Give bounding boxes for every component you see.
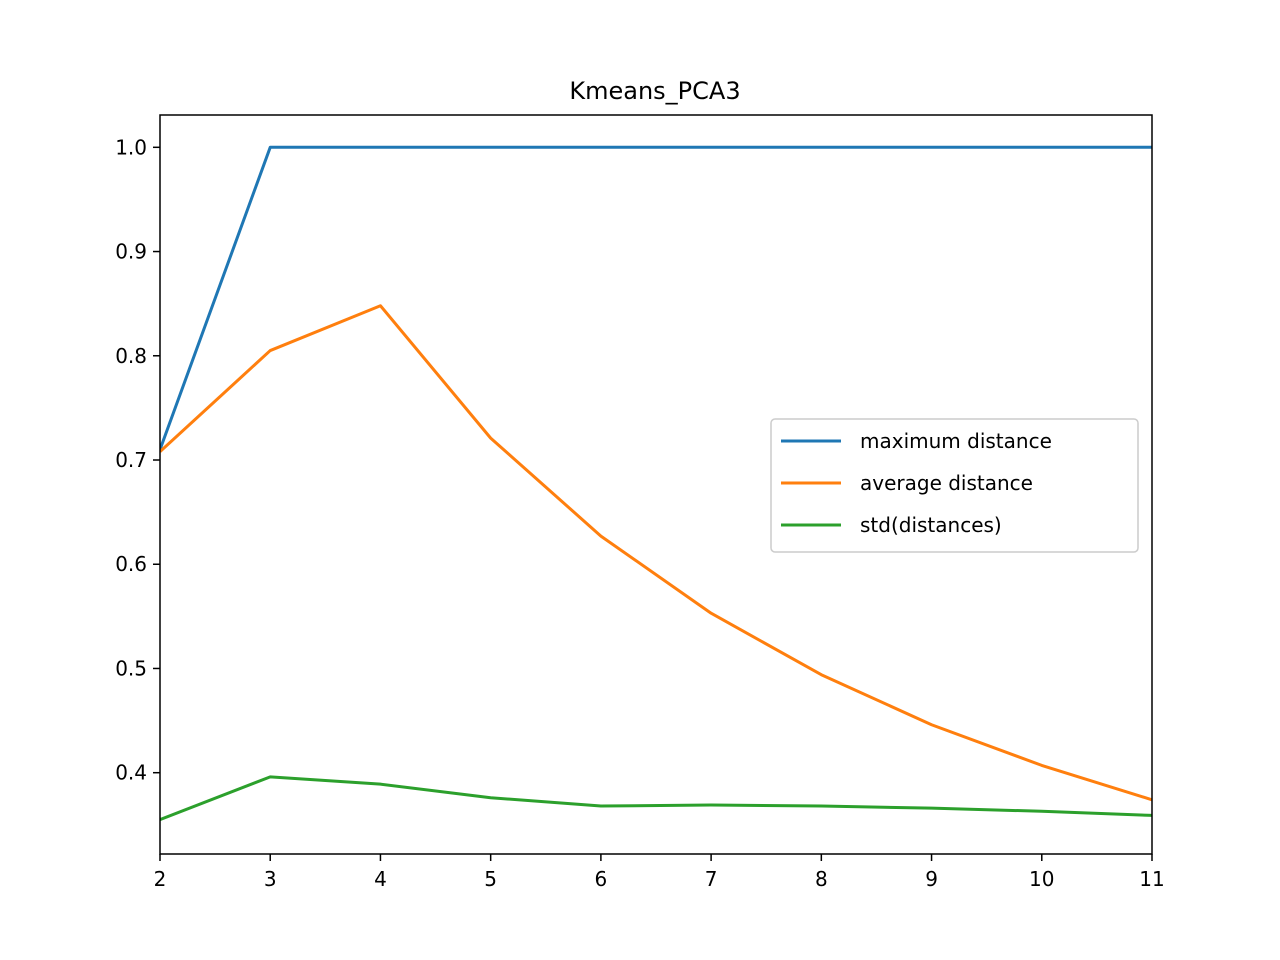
x-axis: 2 3 4 5 6 7 8 9 10 11: [154, 854, 1165, 891]
x-tick-label: 2: [154, 867, 167, 891]
y-tick-label: 0.7: [115, 448, 147, 472]
chart-title: Kmeans_PCA3: [569, 77, 740, 105]
y-tick-label: 0.6: [115, 552, 147, 576]
legend-label: std(distances): [860, 513, 1002, 537]
y-axis: 0.4 0.5 0.6 0.7 0.8 0.9 1.0: [115, 135, 160, 785]
y-tick-label: 1.0: [115, 135, 147, 159]
series-line-1: [160, 145, 1152, 451]
legend: maximum distance average distance std(dist…: [770, 418, 1139, 553]
x-tick-label: 3: [264, 867, 277, 891]
series-line-3: [160, 775, 1152, 821]
x-tick-label: 7: [705, 867, 718, 891]
legend-box: [770, 418, 1139, 553]
y-tick-label: 0.5: [115, 656, 147, 680]
x-tick-label: 10: [1029, 867, 1054, 891]
plot-area: [160, 145, 1152, 821]
y-tick-label: 0.4: [115, 761, 147, 785]
legend-label: maximum distance: [860, 429, 1052, 453]
x-tick-label: 9: [925, 867, 938, 891]
y-tick-label: 0.8: [115, 344, 147, 368]
x-tick-label: 11: [1139, 867, 1164, 891]
series-line-2: [160, 304, 1152, 802]
legend-label: average distance: [860, 471, 1033, 495]
axes-frame: [159, 114, 1153, 855]
x-tick-label: 4: [374, 867, 387, 891]
x-tick-label: 5: [484, 867, 497, 891]
y-tick-label: 0.9: [115, 240, 147, 264]
x-tick-label: 6: [595, 867, 608, 891]
x-tick-label: 8: [815, 867, 828, 891]
